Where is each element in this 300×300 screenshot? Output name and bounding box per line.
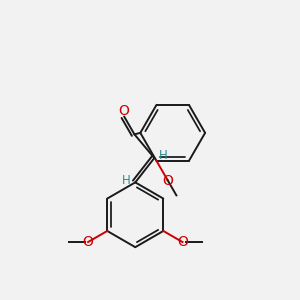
Text: O: O <box>119 103 130 118</box>
Text: O: O <box>163 174 174 188</box>
Text: H: H <box>159 148 168 162</box>
Text: O: O <box>177 235 188 249</box>
Text: O: O <box>83 235 94 249</box>
Text: H: H <box>122 174 130 188</box>
